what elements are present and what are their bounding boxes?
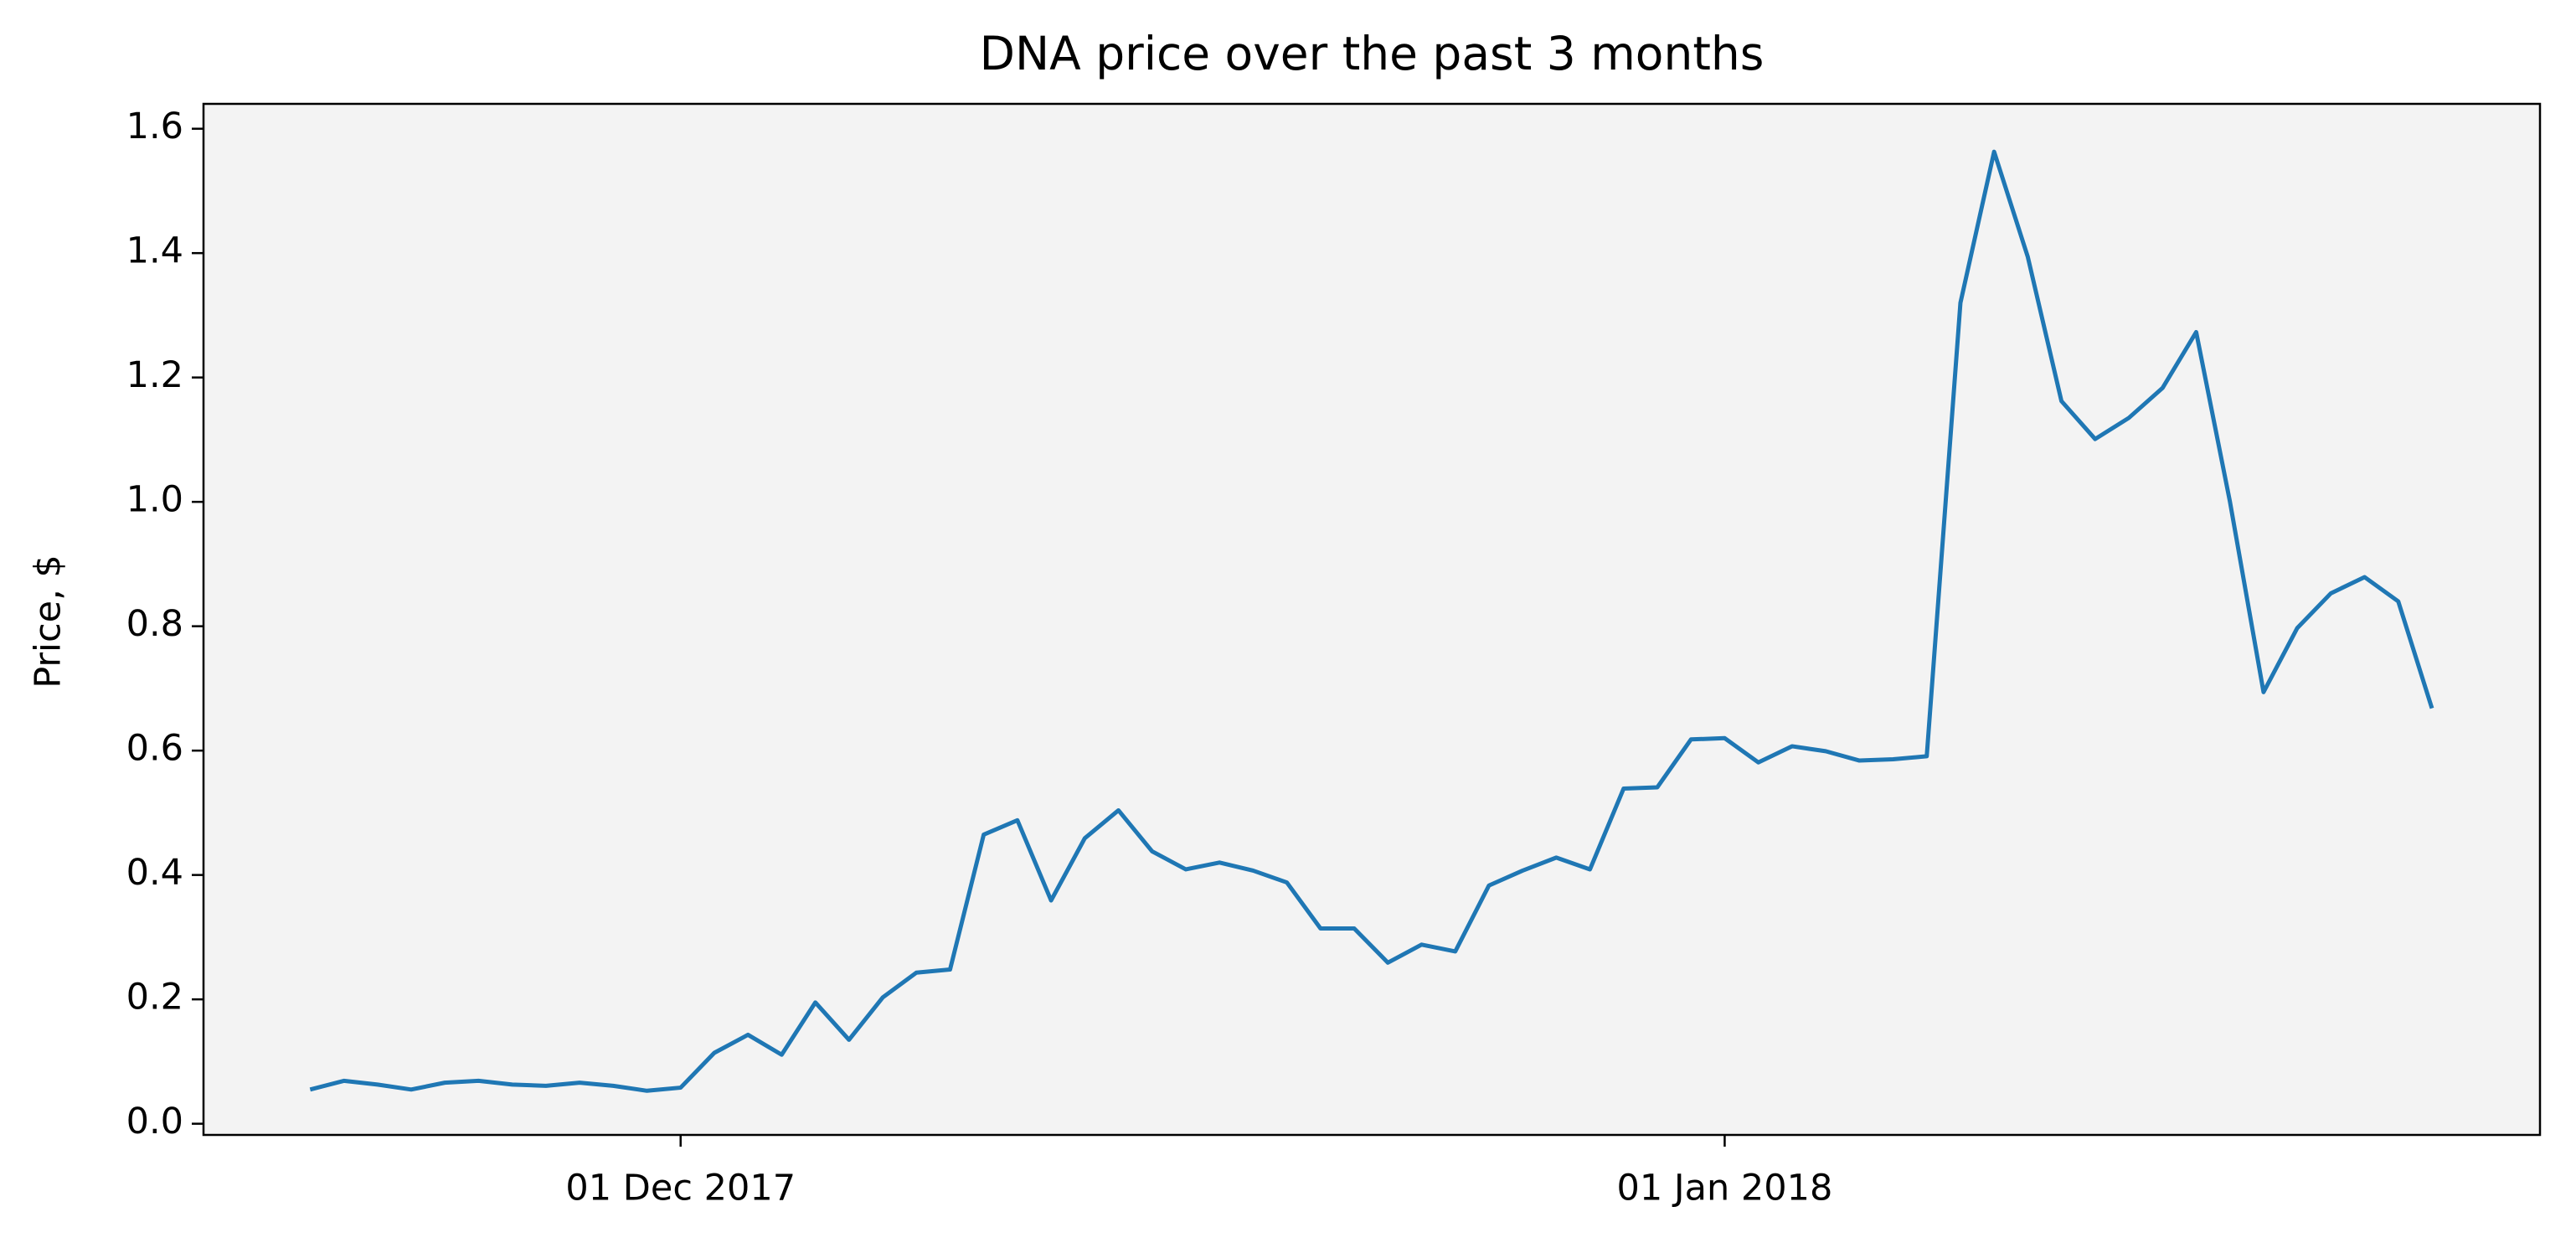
y-tick-label: 0.0	[126, 1101, 183, 1142]
y-tick-label: 1.0	[126, 479, 183, 521]
plot-frame	[202, 102, 2542, 1137]
y-tick-label: 0.2	[126, 977, 183, 1019]
chart-title: DNA price over the past 3 months	[980, 27, 1765, 80]
y-tick-label: 0.8	[126, 603, 183, 645]
y-tick-label: 0.4	[126, 852, 183, 894]
y-axis-label: Price, $	[28, 554, 70, 688]
y-tick-label: 0.6	[126, 728, 183, 770]
y-tick-label: 1.2	[126, 354, 183, 396]
plot-area	[204, 104, 2540, 1135]
x-tick-label: 01 Jan 2018	[1617, 1168, 1833, 1209]
price-line	[309, 149, 2434, 1093]
y-tick-label: 1.6	[126, 106, 183, 147]
y-tick-label: 1.4	[126, 230, 183, 272]
x-tick-label: 01 Dec 2017	[565, 1168, 796, 1209]
